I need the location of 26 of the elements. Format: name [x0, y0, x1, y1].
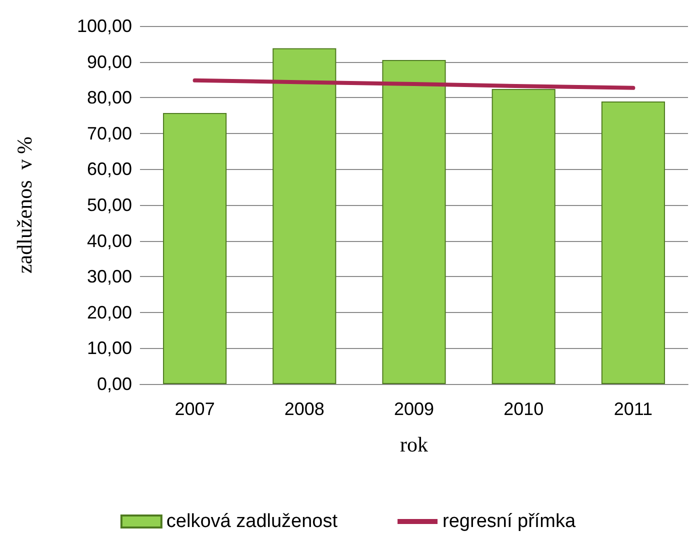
y-tick-label: 90,00 — [86, 52, 132, 72]
bar — [601, 102, 665, 384]
x-tick-label: 2008 — [284, 399, 324, 419]
x-tick-label: 2011 — [614, 399, 653, 419]
y-tick-label: 0,00 — [96, 374, 132, 394]
y-tick-label: 40,00 — [86, 230, 132, 251]
y-tick-label: 70,00 — [86, 123, 132, 144]
y-tick-label: 50,00 — [86, 195, 132, 215]
y-tick-label: 100,00 — [76, 16, 132, 36]
x-tick-label: 2009 — [394, 399, 434, 419]
x-tick-label: 2007 — [174, 399, 215, 419]
y-tick-label: 60,00 — [86, 159, 132, 180]
bar — [382, 60, 446, 384]
y-tick-label: 80,00 — [86, 88, 132, 108]
legend-label: celková zadluženost — [166, 511, 338, 532]
x-tick-label: 2010 — [504, 399, 544, 419]
legend-label: regresní přímka — [442, 511, 576, 532]
y-tick-label: 10,00 — [86, 338, 132, 358]
bar — [492, 89, 556, 384]
y-tick-label: 20,00 — [86, 302, 132, 322]
y-tick-label: 30,00 — [86, 266, 132, 287]
bar — [163, 112, 227, 384]
x-axis-title: rok — [400, 432, 428, 456]
line-series — [192, 78, 636, 90]
y-axis-title: zadluženos v % — [12, 136, 36, 274]
bar — [272, 48, 336, 384]
